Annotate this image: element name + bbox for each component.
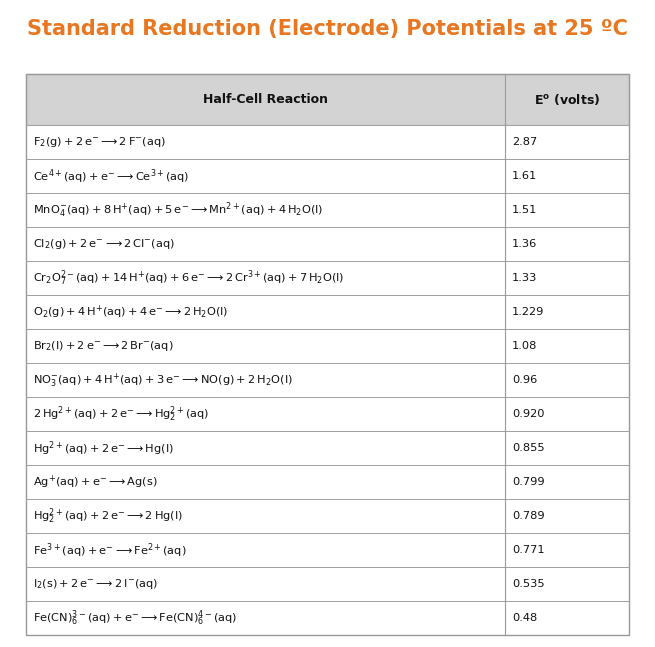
Bar — [26, 193, 629, 227]
Bar — [26, 465, 629, 499]
Text: $\mathrm{Hg^{2+}(aq) + 2\,e^{-} \longrightarrow Hg(l)}$: $\mathrm{Hg^{2+}(aq) + 2\,e^{-} \longrig… — [33, 439, 174, 457]
Bar — [26, 364, 629, 397]
Text: $\mathrm{I_2(s) + 2\,e^{-} \longrightarrow 2\,I^{-}(aq)}$: $\mathrm{I_2(s) + 2\,e^{-} \longrightarr… — [33, 577, 158, 591]
Text: $\mathrm{MnO_4^{-}(aq) + 8\,H^{+}(aq) + 5\,e^{-} \longrightarrow Mn^{2+}(aq) + 4: $\mathrm{MnO_4^{-}(aq) + 8\,H^{+}(aq) + … — [33, 201, 323, 220]
Text: $\mathrm{Fe^{3+}(aq) + e^{-} \longrightarrow Fe^{2+}(aq)}$: $\mathrm{Fe^{3+}(aq) + e^{-} \longrighta… — [33, 541, 186, 560]
Bar — [26, 432, 629, 465]
Bar — [26, 329, 629, 364]
Text: $\mathrm{Cl_2(g) + 2\,e^{-} \longrightarrow 2\,Cl^{-}(aq)}$: $\mathrm{Cl_2(g) + 2\,e^{-} \longrightar… — [33, 237, 175, 252]
Text: Standard Reduction (Electrode) Potentials at 25 ºC: Standard Reduction (Electrode) Potential… — [27, 19, 628, 39]
Text: 0.771: 0.771 — [512, 545, 544, 555]
Text: 1.229: 1.229 — [512, 307, 544, 318]
Bar — [26, 227, 629, 261]
Text: $\mathrm{2\,Hg^{2+}(aq) + 2\,e^{-} \longrightarrow Hg_2^{2+}(aq)}$: $\mathrm{2\,Hg^{2+}(aq) + 2\,e^{-} \long… — [33, 404, 209, 424]
Bar — [26, 397, 629, 432]
Bar — [26, 533, 629, 567]
Bar — [26, 601, 629, 635]
Text: 0.920: 0.920 — [512, 410, 544, 419]
Text: $\mathrm{F_2(g) + 2\,e^{-} \longrightarrow 2\,F^{-}(aq)}$: $\mathrm{F_2(g) + 2\,e^{-} \longrightarr… — [33, 135, 166, 149]
Text: $\mathrm{Ag^{+}(aq) + e^{-} \longrightarrow Ag(s)}$: $\mathrm{Ag^{+}(aq) + e^{-} \longrightar… — [33, 474, 157, 491]
Text: 0.799: 0.799 — [512, 477, 544, 487]
Text: 0.855: 0.855 — [512, 443, 544, 454]
Bar — [26, 296, 629, 329]
Text: 2.87: 2.87 — [512, 137, 537, 148]
Text: $\mathrm{Cr_2O_7^{2-}(aq) + 14\,H^{+}(aq) + 6\,e^{-} \longrightarrow 2\,Cr^{3+}(: $\mathrm{Cr_2O_7^{2-}(aq) + 14\,H^{+}(aq… — [33, 269, 344, 288]
Bar — [26, 74, 629, 126]
Text: $\mathrm{Ce^{4+}(aq) + e^{-} \longrightarrow Ce^{3+}(aq)}$: $\mathrm{Ce^{4+}(aq) + e^{-} \longrighta… — [33, 167, 189, 186]
Bar — [26, 159, 629, 193]
Text: $\mathrm{NO_3^{-}(aq) + 4\,H^{+}(aq) + 3\,e^{-} \longrightarrow NO(g) + 2\,H_2O(: $\mathrm{NO_3^{-}(aq) + 4\,H^{+}(aq) + 3… — [33, 371, 293, 389]
Text: 1.51: 1.51 — [512, 205, 537, 215]
Text: 0.535: 0.535 — [512, 579, 544, 589]
Text: $\mathrm{O_2(g) + 4\,H^{+}(aq) + 4\,e^{-} \longrightarrow 2\,H_2O(l)}$: $\mathrm{O_2(g) + 4\,H^{+}(aq) + 4\,e^{-… — [33, 303, 228, 321]
Text: $\mathrm{Fe(CN)_6^{3-}(aq) + e^{-} \longrightarrow Fe(CN)_6^{4-}(aq)}$: $\mathrm{Fe(CN)_6^{3-}(aq) + e^{-} \long… — [33, 609, 237, 628]
Text: $\mathbf{E^o}$ (volts): $\mathbf{E^o}$ (volts) — [534, 93, 600, 107]
Bar — [26, 499, 629, 533]
Text: 0.96: 0.96 — [512, 375, 537, 386]
Bar — [26, 74, 629, 635]
Bar — [26, 126, 629, 159]
Text: 1.33: 1.33 — [512, 274, 537, 283]
Text: 0.48: 0.48 — [512, 613, 537, 623]
Text: 0.789: 0.789 — [512, 511, 544, 521]
Bar — [26, 567, 629, 601]
Bar — [26, 261, 629, 296]
Text: 1.36: 1.36 — [512, 239, 537, 249]
Text: $\mathrm{Hg_2^{2+}(aq) + 2\,e^{-} \longrightarrow 2\,Hg(l)}$: $\mathrm{Hg_2^{2+}(aq) + 2\,e^{-} \longr… — [33, 507, 183, 526]
Text: 1.08: 1.08 — [512, 342, 537, 351]
Text: $\mathrm{Br_2(l) + 2\,e^{-} \longrightarrow 2\,Br^{-}(aq)}$: $\mathrm{Br_2(l) + 2\,e^{-} \longrightar… — [33, 340, 174, 353]
Text: 1.61: 1.61 — [512, 171, 537, 181]
Text: Half-Cell Reaction: Half-Cell Reaction — [203, 93, 328, 106]
